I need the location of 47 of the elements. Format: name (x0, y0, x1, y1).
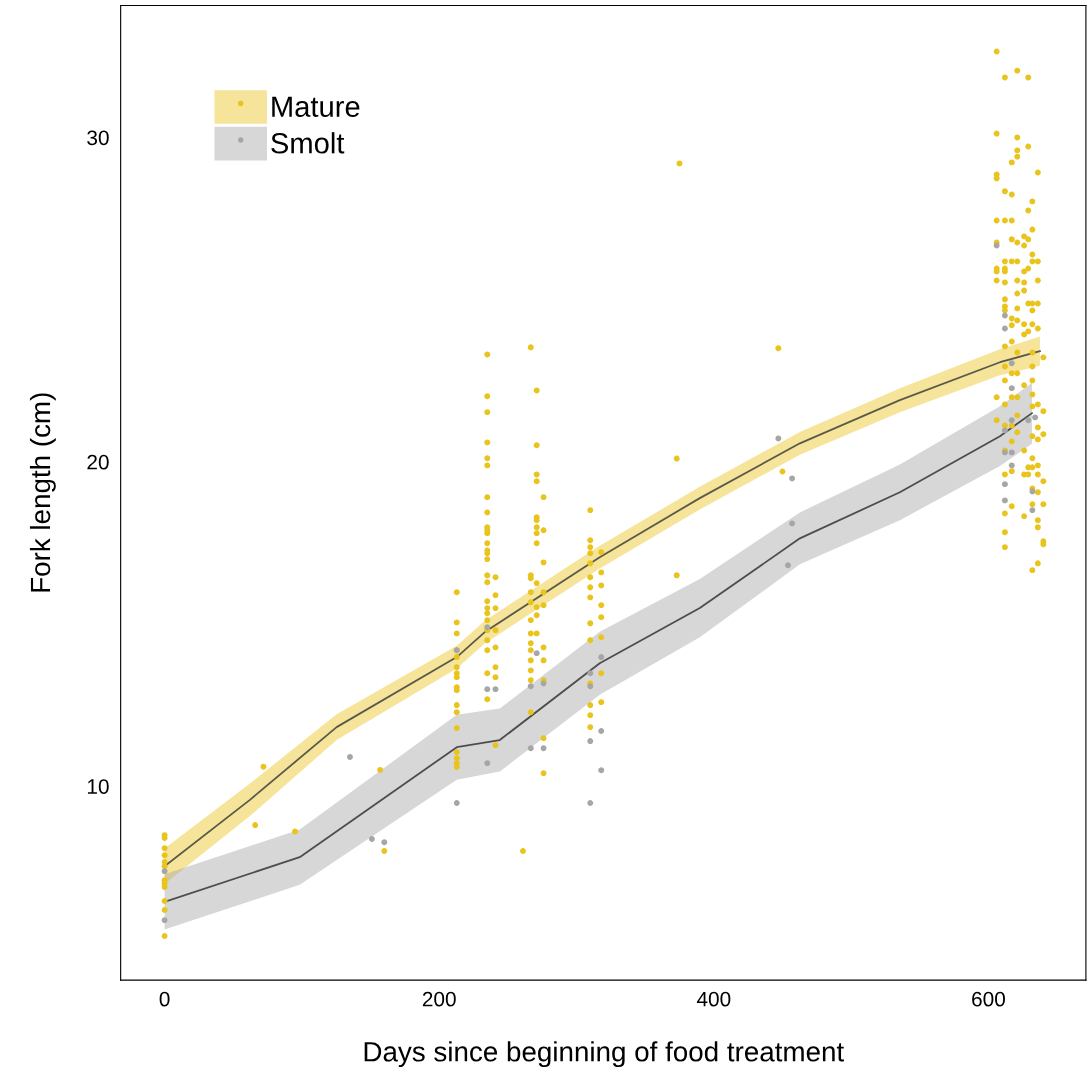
point (1001, 481, 1008, 488)
y-axis-title: Fork length (cm) (29, 393, 56, 592)
point (598, 767, 605, 774)
legend-label: Mature (272, 96, 360, 117)
x-tick-label: 400 (696, 991, 731, 1007)
y-tick-label: 30 (87, 130, 109, 146)
point (161, 917, 168, 924)
point (161, 868, 168, 875)
point (484, 686, 491, 693)
point (789, 520, 796, 527)
legend-label: Smolt (271, 132, 345, 154)
point (1001, 312, 1008, 319)
point (492, 686, 499, 693)
x-axis-title: Days since beginning of food treatment (364, 1041, 844, 1068)
point (347, 754, 353, 760)
point (1025, 417, 1032, 424)
point (789, 475, 796, 482)
point (1008, 360, 1015, 367)
x-tick-label: 600 (972, 991, 1005, 1007)
point (1008, 462, 1015, 469)
point (1008, 385, 1015, 392)
point (484, 760, 491, 767)
point (598, 654, 605, 660)
point (598, 728, 605, 734)
x-tick-label: 200 (422, 991, 456, 1007)
point (527, 683, 534, 690)
x-tick-label: 0 (159, 991, 170, 1007)
point (1001, 325, 1008, 332)
y-tick-label: 10 (87, 779, 109, 794)
point (1029, 507, 1036, 514)
y-tick-label: 20 (87, 454, 109, 470)
point (533, 650, 540, 657)
point (785, 562, 791, 569)
point (381, 839, 388, 846)
point (527, 745, 534, 752)
point (587, 670, 594, 677)
point (1008, 417, 1015, 424)
point (775, 435, 782, 442)
point (540, 745, 547, 752)
point (1001, 497, 1008, 504)
point (1032, 414, 1039, 421)
point (1001, 427, 1008, 434)
point (587, 738, 594, 744)
point (1008, 449, 1015, 456)
point (368, 836, 375, 842)
point (587, 800, 594, 806)
point (453, 800, 460, 806)
